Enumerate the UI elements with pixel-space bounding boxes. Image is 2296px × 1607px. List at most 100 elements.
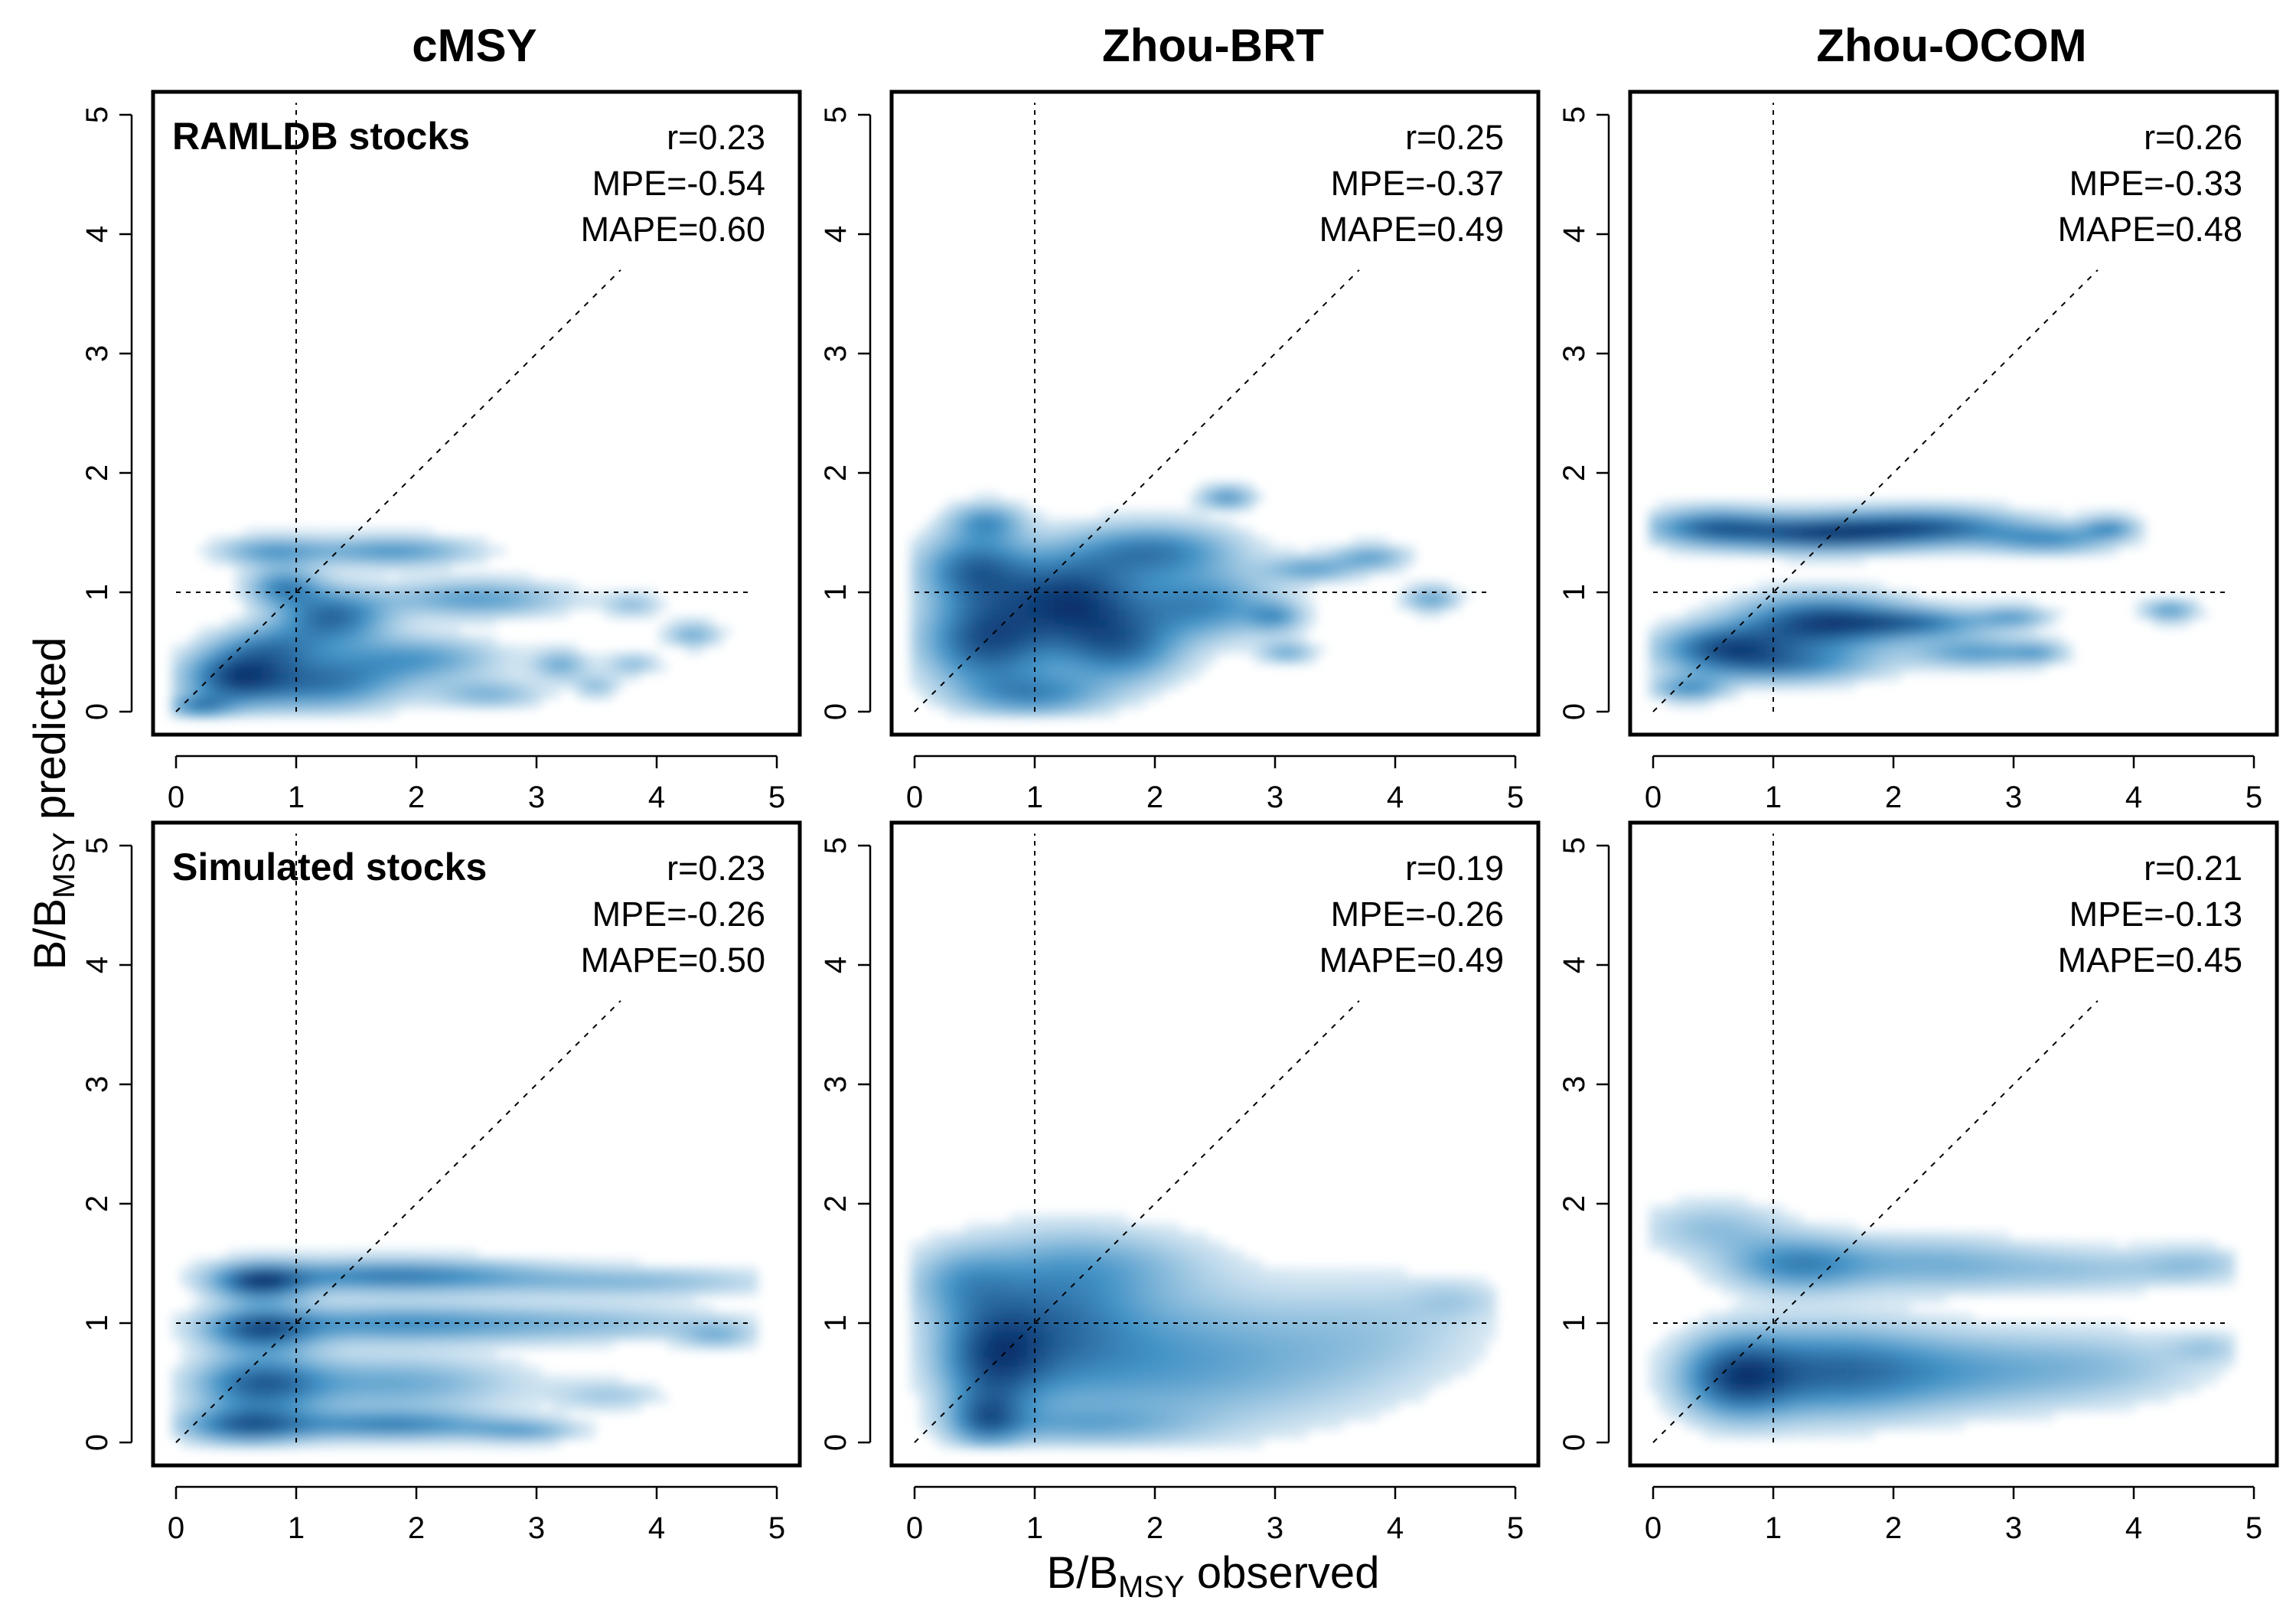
density-cell: [631, 1330, 641, 1341]
density-cell: [1657, 626, 1668, 637]
density-cell: [1090, 1348, 1101, 1358]
density-cell: [306, 1322, 317, 1332]
density-cell: [234, 1267, 245, 1278]
density-cell: [306, 591, 317, 601]
density-cell: [1207, 653, 1218, 663]
density-cell: [1018, 662, 1029, 673]
density-cell: [1720, 536, 1731, 547]
density-cell: [207, 680, 217, 690]
density-cell: [1225, 564, 1235, 574]
density-cell: [1009, 698, 1019, 709]
density-cell: [1288, 1348, 1299, 1358]
density-cell: [973, 1259, 983, 1269]
density-cell: [1288, 1357, 1299, 1367]
density-cell: [342, 707, 353, 717]
density-cell: [270, 572, 281, 583]
density-cell: [514, 689, 524, 699]
density-cell: [1279, 1267, 1290, 1278]
density-cell: [604, 1303, 615, 1314]
density-cell: [1324, 1267, 1335, 1278]
density-cell: [2099, 519, 2109, 530]
density-cell: [253, 572, 263, 583]
density-cell: [342, 591, 353, 601]
density-cell: [370, 1250, 380, 1260]
density-cell: [1189, 519, 1199, 530]
density-cell: [360, 1339, 371, 1350]
density-cell: [928, 698, 938, 709]
density-cell: [964, 1330, 974, 1341]
density-cell: [378, 1312, 389, 1322]
density-cell: [577, 1276, 587, 1287]
density-cell: [1189, 1232, 1199, 1242]
density-cell: [2027, 626, 2037, 637]
density-cell: [1279, 1366, 1290, 1377]
density-cell: [270, 653, 281, 663]
density-cell: [378, 1286, 389, 1296]
density-cell: [1054, 1438, 1065, 1448]
density-cell: [1180, 519, 1191, 530]
density-cell: [1819, 644, 1830, 654]
density-cell: [1027, 1366, 1037, 1377]
density-cell: [703, 1267, 713, 1278]
density-cell: [451, 689, 461, 699]
density-cell: [1855, 662, 1866, 673]
density-cell: [1657, 644, 1668, 654]
density-cell: [2171, 618, 2181, 627]
density-cell: [253, 608, 263, 619]
density-cell: [459, 555, 470, 565]
density-cell: [1036, 1322, 1046, 1332]
density-cell: [270, 591, 281, 601]
density-cell: [1198, 1303, 1208, 1314]
density-cell: [1063, 1250, 1074, 1260]
density-cell: [1126, 1303, 1137, 1314]
density-cell: [442, 1294, 452, 1305]
density-cell: [649, 591, 659, 601]
density-cell: [423, 591, 434, 601]
density-cell: [1117, 1438, 1127, 1448]
density-cell: [442, 653, 452, 663]
density-cell: [1027, 644, 1037, 654]
density-cell: [1072, 1384, 1082, 1394]
density-cell: [1099, 635, 1110, 646]
density-cell: [442, 555, 452, 565]
density-cell: [1189, 1250, 1199, 1260]
density-cell: [1198, 1420, 1208, 1430]
density-cell: [676, 635, 687, 646]
density-cell: [910, 1375, 920, 1385]
density-cell: [315, 1276, 326, 1287]
density-cell: [432, 1286, 443, 1296]
density-cell: [595, 1276, 605, 1287]
density-cell: [1955, 653, 1965, 663]
density-cell: [396, 689, 407, 699]
density-cell: [748, 1339, 758, 1350]
density-cell: [1198, 1429, 1208, 1439]
density-cell: [685, 618, 696, 627]
density-cell: [478, 1276, 488, 1287]
density-cell: [514, 1322, 524, 1332]
density-cell: [559, 1276, 569, 1287]
density-cell: [442, 1267, 452, 1278]
density-cell: [1000, 698, 1010, 709]
density-cell: [1738, 662, 1749, 673]
density-cell: [360, 1322, 371, 1332]
density-cell: [928, 1259, 938, 1269]
density-cell: [559, 599, 569, 610]
x-tick-label: 3: [1267, 781, 1283, 814]
density-cell: [991, 519, 1001, 530]
density-cell: [1144, 599, 1155, 610]
density-cell: [468, 653, 479, 663]
density-cell: [1811, 591, 1821, 601]
density-cell: [928, 1411, 938, 1421]
density-cell: [325, 608, 335, 619]
density-cell: [1162, 662, 1172, 673]
density-cell: [730, 1286, 740, 1296]
density-cell: [1027, 1438, 1037, 1448]
density-cell: [1045, 1429, 1055, 1439]
density-cell: [1162, 1339, 1172, 1350]
density-cell: [964, 1339, 974, 1350]
density-cell: [306, 546, 317, 556]
density-cell: [1819, 528, 1830, 538]
density-cell: [396, 1357, 407, 1367]
density-cell: [2000, 501, 2011, 511]
density-cell: [415, 1393, 425, 1403]
